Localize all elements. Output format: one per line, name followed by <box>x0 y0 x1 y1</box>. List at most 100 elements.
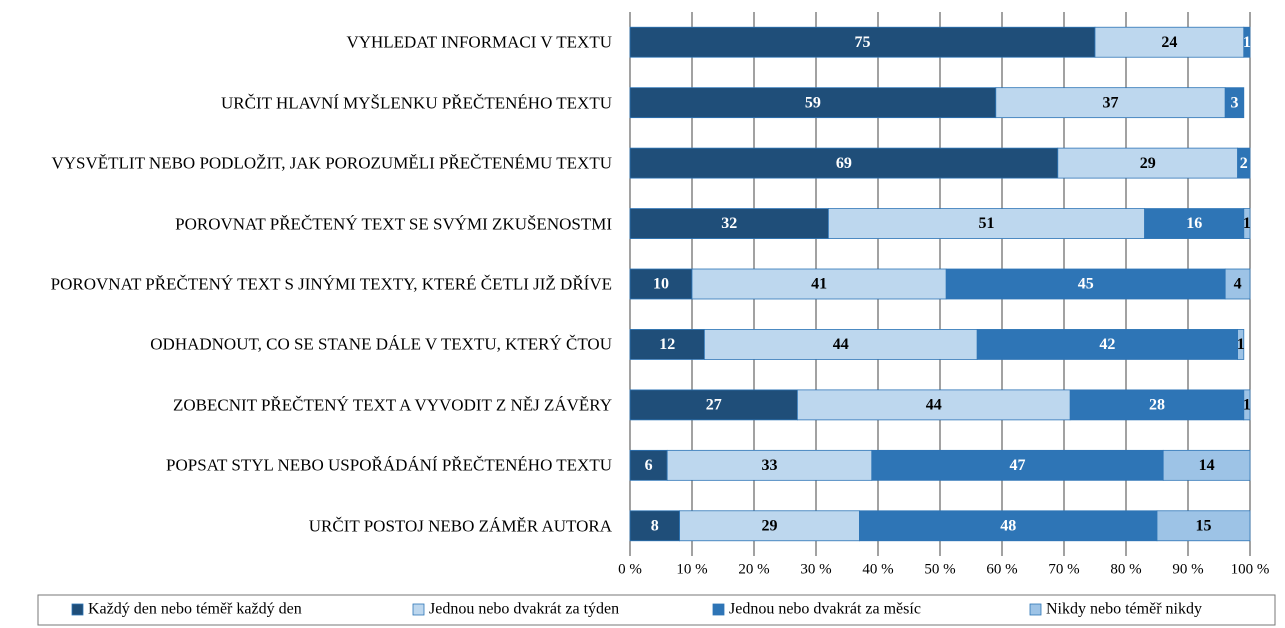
category-text: URČIT HLAVNÍ MYŠLENKU PŘEČTENÉHO TEXTU <box>221 93 612 113</box>
data-label: 41 <box>811 276 827 293</box>
data-label: 37 <box>1103 94 1119 111</box>
bar-segment <box>797 389 1071 421</box>
data-label: 48 <box>1000 517 1016 534</box>
data-label: 1 <box>1243 397 1251 414</box>
bar-segment <box>1237 329 1245 360</box>
data-label: 24 <box>1161 34 1177 51</box>
data-label: 14 <box>1199 457 1215 474</box>
category-text: ODHADNOUT, CO SE STANE DÁLE V TEXTU, KTE… <box>150 334 612 354</box>
bar-segment <box>704 329 978 360</box>
legend-swatch <box>412 603 425 616</box>
category-label: VYHLEDAT INFORMACI V TEXTU <box>2 33 612 52</box>
data-label: 4 <box>1234 276 1242 293</box>
x-tick-label: 10 % <box>676 561 707 577</box>
bar-segment <box>629 87 997 119</box>
x-tick-label: 40 % <box>862 561 893 577</box>
category-text: POPSAT STYL NEBO USPOŘÁDÁNÍ PŘEČTENÉHO T… <box>166 455 612 475</box>
category-text: ZOBECNIT PŘEČTENÝ TEXT A VYVODIT Z NĚJ Z… <box>172 395 612 415</box>
bar-segment <box>1224 87 1245 119</box>
category-label: POROVNAT PŘEČTENÝ TEXT SE SVÝMI ZKUŠENOS… <box>2 214 612 233</box>
data-label: 69 <box>836 155 852 172</box>
data-label: 2 <box>1240 155 1248 172</box>
category-label: POPSAT STYL NEBO USPOŘÁDÁNÍ PŘEČTENÉHO T… <box>2 456 612 475</box>
data-label: 1 <box>1243 34 1251 51</box>
category-text: POROVNAT PŘEČTENÝ TEXT S JINÝMI TEXTY, K… <box>50 274 612 294</box>
data-label: 16 <box>1186 215 1202 232</box>
data-label: 1 <box>1237 336 1245 353</box>
x-tick-label: 50 % <box>924 561 955 577</box>
data-label: 28 <box>1149 397 1165 414</box>
x-tick-label: 70 % <box>1048 561 1079 577</box>
data-label: 42 <box>1099 336 1115 353</box>
x-tick-label: 100 % <box>1231 561 1270 577</box>
data-label: 10 <box>653 276 669 293</box>
data-label: 27 <box>706 397 722 414</box>
data-label: 1 <box>1243 215 1251 232</box>
x-tick-label: 30 % <box>800 561 831 577</box>
bar-segment <box>629 268 693 300</box>
data-label: 33 <box>762 457 778 474</box>
data-label: 59 <box>805 94 821 111</box>
category-label: POROVNAT PŘEČTENÝ TEXT S JINÝMI TEXTY, K… <box>2 275 612 294</box>
legend-swatch <box>1029 603 1042 616</box>
data-label: 29 <box>1140 155 1156 172</box>
category-label: ZOBECNIT PŘEČTENÝ TEXT A VYVODIT Z NĚJ Z… <box>2 395 612 414</box>
bar-segment <box>1243 389 1251 421</box>
legend-label: Každý den nebo téměř každý den <box>88 601 302 618</box>
x-tick-label: 60 % <box>986 561 1017 577</box>
bar-segment <box>1243 208 1251 239</box>
bar-segment <box>629 26 1096 58</box>
x-tick-label: 0 % <box>618 561 642 577</box>
bar-segment <box>629 208 829 239</box>
bar-segment <box>828 208 1146 239</box>
category-text: VYSVĚTLIT NEBO PODLOŽIT, JAK POROZUMĚLI … <box>51 153 612 173</box>
x-tick-label: 90 % <box>1172 561 1203 577</box>
data-label: 44 <box>926 397 942 414</box>
data-label: 51 <box>979 215 995 232</box>
x-tick-label: 80 % <box>1110 561 1141 577</box>
data-label: 8 <box>651 517 659 534</box>
bar-segment <box>1224 268 1251 300</box>
data-label: 3 <box>1231 94 1239 111</box>
x-tick-label: 20 % <box>738 561 769 577</box>
bar-segment <box>629 147 1059 179</box>
legend-swatch <box>712 603 725 616</box>
category-label: URČIT POSTOJ NEBO ZÁMĚR AUTORA <box>2 516 612 535</box>
data-label: 15 <box>1196 517 1212 534</box>
legend-box <box>37 594 1276 626</box>
bar-segment <box>629 329 705 360</box>
data-label: 12 <box>659 336 675 353</box>
legend-swatch <box>71 603 84 616</box>
category-text: POROVNAT PŘEČTENÝ TEXT SE SVÝMI ZKUŠENOS… <box>175 214 612 234</box>
bar-segment <box>1243 26 1251 58</box>
data-label: 6 <box>645 457 653 474</box>
bar-segment <box>691 268 947 300</box>
bar-segment <box>1094 26 1245 58</box>
bar-segment <box>679 510 860 542</box>
legend-label: Jednou nebo dvakrát za týden <box>429 601 619 618</box>
category-label: VYSVĚTLIT NEBO PODLOŽIT, JAK POROZUMĚLI … <box>2 154 612 173</box>
data-label: 47 <box>1010 457 1026 474</box>
bar-segment <box>871 449 1164 481</box>
bar-segment <box>666 449 873 481</box>
category-label: URČIT HLAVNÍ MYŠLENKU PŘEČTENÉHO TEXTU <box>2 93 612 112</box>
data-label: 29 <box>762 517 778 534</box>
category-text: VYHLEDAT INFORMACI V TEXTU <box>346 32 612 52</box>
category-label: ODHADNOUT, CO SE STANE DÁLE V TEXTU, KTE… <box>2 335 612 354</box>
bar-segment <box>859 510 1158 542</box>
bar-segment <box>995 87 1226 119</box>
category-text: URČIT POSTOJ NEBO ZÁMĚR AUTORA <box>308 516 612 536</box>
data-label: 44 <box>833 336 849 353</box>
bar-segment <box>1237 147 1251 179</box>
bar-segment <box>629 389 798 421</box>
bar-segment <box>1162 449 1251 481</box>
data-label: 45 <box>1078 276 1094 293</box>
data-label: 75 <box>855 34 871 51</box>
legend-label: Jednou nebo dvakrát za měsíc <box>729 601 921 618</box>
bar-segment <box>976 329 1239 360</box>
bar-segment <box>1156 510 1251 542</box>
bar-segment <box>1057 147 1239 179</box>
legend-label: Nikdy nebo téměř nikdy <box>1046 601 1202 618</box>
